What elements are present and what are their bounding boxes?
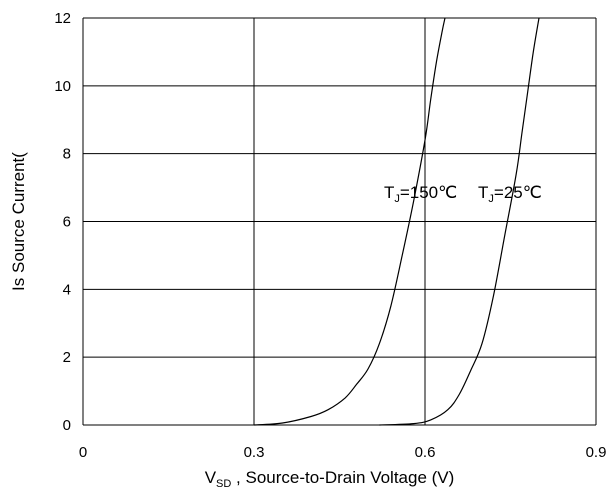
series-line-1 [379,17,540,426]
series-line-0 [253,17,446,426]
y-tick-label: 0 [63,417,71,434]
x-axis-label-rest: , Source-to-Drain Voltage (V) [231,468,454,487]
y-tick-label: 12 [54,10,71,27]
y-tick-label: 2 [63,349,71,366]
annotation-main: T [478,183,488,202]
x-tick-label: 0.9 [586,444,607,461]
temperature-annotation: TJ=25℃ [478,183,542,205]
annotation-subscript: J [488,193,494,205]
series-layer [253,17,540,426]
x-axis-label-subscript: SD [216,478,231,490]
annotation-rest: =25℃ [494,183,542,202]
y-tick-label: 4 [63,281,71,298]
x-axis-label-main: V [205,468,217,487]
annotations: TJ=150℃ TJ=25℃ [384,183,542,205]
annotation-rest: =150℃ [400,183,457,202]
y-tick-label: 8 [63,146,71,163]
x-axis-label: VSD , Source-to-Drain Voltage (V) [205,468,455,490]
tick-labels: 0 2 4 6 8 10 12 0 0.3 0.6 0.9 [54,10,606,461]
y-axis-label: Is Source Current( [9,152,28,291]
annotation-subscript: J [394,193,400,205]
y-tick-label: 6 [63,214,71,231]
annotation-main: T [384,183,394,202]
x-tick-label: 0 [79,444,87,461]
temperature-annotation: TJ=150℃ [384,183,457,205]
x-tick-label: 0.6 [415,444,436,461]
x-tick-label: 0.3 [244,444,265,461]
grid-layer [82,17,597,426]
y-tick-label: 10 [54,78,71,95]
